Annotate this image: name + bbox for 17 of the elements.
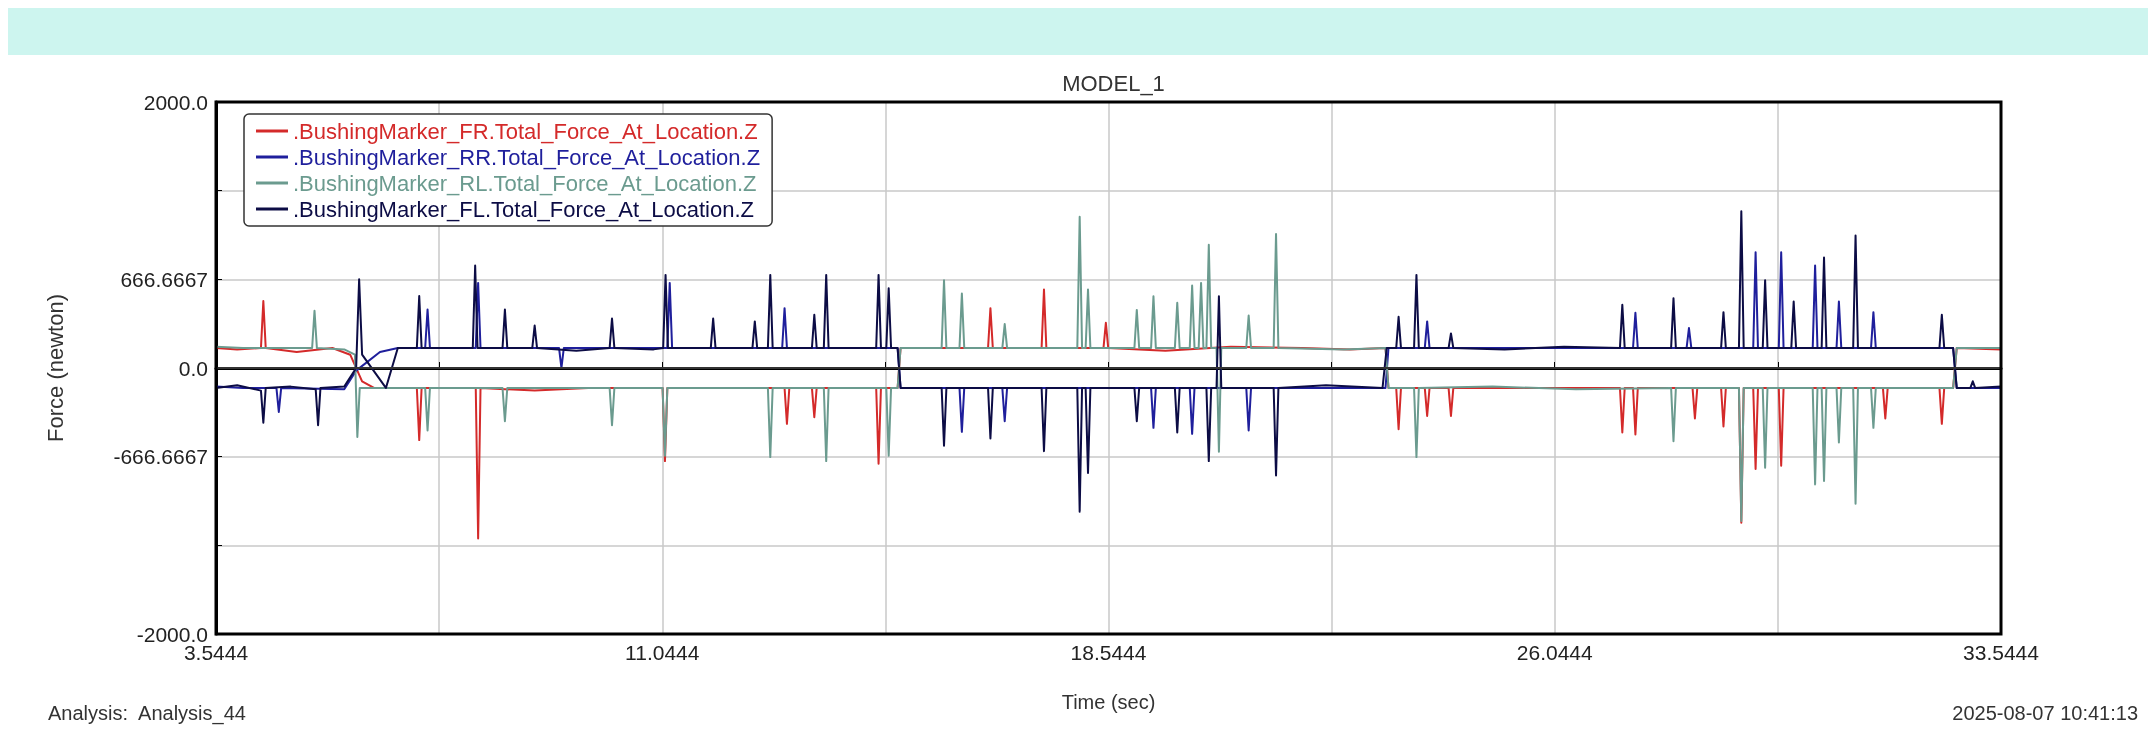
legend-label: .BushingMarker_RL.Total_Force_At_Location.Z	[293, 170, 757, 196]
legend-label: .BushingMarker_FL.Total_Force_At_Location.Z	[293, 196, 755, 222]
x-tick-label: 11.0444	[625, 641, 700, 664]
x-tick-label: 33.5444	[1963, 641, 2040, 664]
legend-label: .BushingMarker_FR.Total_Force_At_Location.Z	[293, 118, 758, 144]
x-tick-label: 26.0444	[1516, 641, 1594, 664]
text: Analysis: Analysis_44	[48, 702, 246, 725]
y-tick-label: 0.0	[178, 356, 208, 380]
y-axis-title: Force (newton)	[42, 294, 68, 442]
text: 2025-08-07 10:41:13	[1952, 702, 2139, 724]
y-tick-label: 666.6667	[120, 267, 208, 291]
legend-label: .BushingMarker_RR.Total_Force_At_Location.Z	[293, 144, 761, 170]
x-tick-label: 18.5444	[1070, 641, 1147, 664]
y-tick-label: 2000.0	[143, 90, 208, 114]
chart-title: MODEL_1	[1062, 70, 1165, 96]
x-axis-title: Time (sec)	[1061, 691, 1156, 713]
y-tick-label: -666.6667	[113, 445, 208, 469]
